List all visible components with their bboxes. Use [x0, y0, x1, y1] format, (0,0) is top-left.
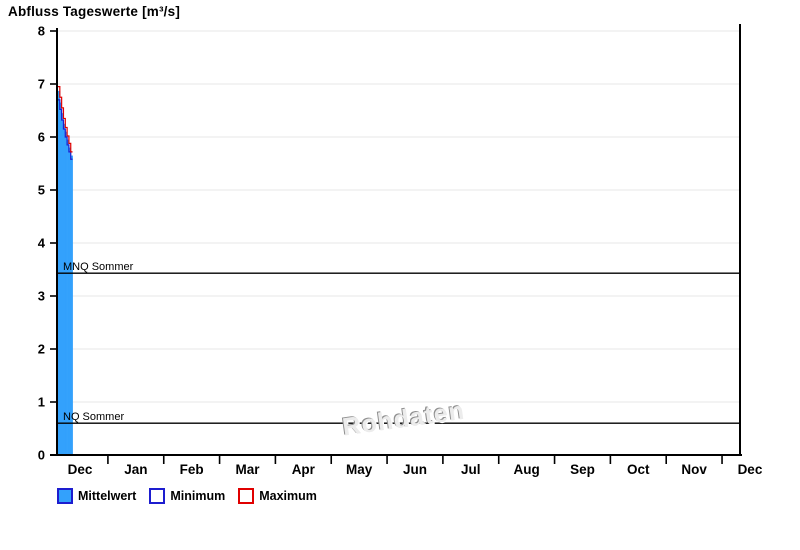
- svg-text:3: 3: [38, 289, 45, 304]
- svg-text:5: 5: [38, 183, 45, 198]
- svg-text:0: 0: [38, 448, 45, 463]
- svg-text:Apr: Apr: [292, 462, 316, 477]
- legend-item-maximum: Maximum: [238, 488, 317, 504]
- legend-label-mittelwert: Mittelwert: [78, 489, 137, 503]
- chart-legend: Mittelwert Minimum Maximum: [57, 488, 317, 504]
- svg-text:Oct: Oct: [627, 462, 650, 477]
- svg-text:Mar: Mar: [235, 462, 260, 477]
- legend-swatch-mittelwert-icon: [57, 488, 73, 504]
- svg-text:Jun: Jun: [403, 462, 427, 477]
- legend-swatch-minimum-icon: [149, 488, 166, 504]
- svg-text:Jan: Jan: [124, 462, 147, 477]
- chart-title: Abfluss Tageswerte [m³/s]: [8, 4, 181, 19]
- legend-label-maximum: Maximum: [259, 489, 317, 503]
- svg-text:2: 2: [38, 342, 45, 357]
- svg-text:May: May: [346, 462, 373, 477]
- svg-text:Dec: Dec: [68, 462, 93, 477]
- discharge-plot: MNQ Sommer NQ Sommer 0 1 2 3 4 5 6 7 8 Dec Jan Feb Mar…: [38, 24, 763, 478]
- legend-item-minimum: Minimum: [149, 488, 225, 504]
- svg-text:Sep: Sep: [570, 462, 595, 477]
- legend-label-minimum: Minimum: [170, 489, 226, 503]
- svg-text:8: 8: [38, 24, 45, 39]
- svg-text:Jul: Jul: [461, 462, 481, 477]
- legend-item-mittelwert: Mittelwert: [57, 488, 136, 504]
- legend-swatch-maximum-icon: [238, 488, 255, 504]
- svg-text:NQ Sommer: NQ Sommer: [63, 411, 124, 423]
- svg-text:1: 1: [38, 395, 45, 410]
- svg-text:7: 7: [38, 77, 45, 92]
- svg-text:Nov: Nov: [681, 462, 707, 477]
- svg-text:Feb: Feb: [180, 462, 204, 477]
- svg-text:Dec: Dec: [738, 462, 763, 477]
- svg-text:MNQ Sommer: MNQ Sommer: [63, 261, 134, 273]
- svg-text:4: 4: [38, 236, 46, 251]
- svg-text:Aug: Aug: [514, 462, 540, 477]
- svg-text:6: 6: [38, 130, 45, 145]
